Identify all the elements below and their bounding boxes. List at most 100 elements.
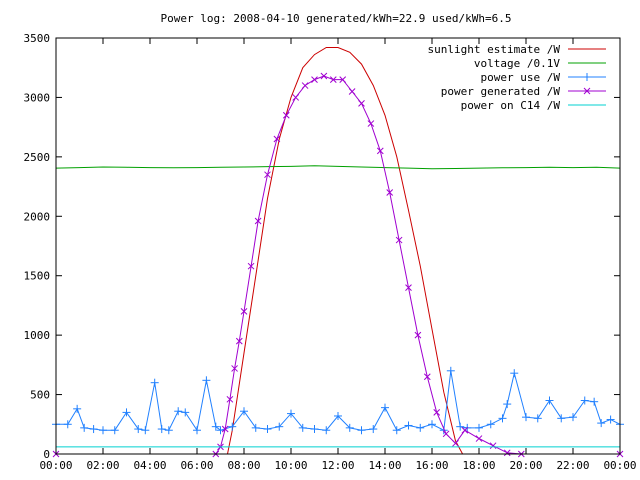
data-point [134, 425, 143, 434]
data-point [63, 420, 72, 429]
data-point [339, 76, 347, 83]
x-tick-label: 02:00 [86, 459, 119, 472]
series-layer [52, 47, 624, 458]
data-point [254, 217, 262, 225]
data-point [264, 171, 271, 179]
data-point [221, 425, 229, 433]
data-point [80, 423, 89, 432]
data-point [157, 425, 166, 434]
data-point [590, 397, 599, 406]
x-tick-label: 14:00 [368, 459, 401, 472]
data-point [557, 414, 566, 423]
legend-marker [583, 87, 591, 95]
y-tick-label: 3000 [24, 91, 51, 104]
data-point [141, 426, 150, 435]
data-point [376, 147, 384, 155]
y-tick-label: 2000 [24, 210, 51, 223]
data-point [235, 337, 243, 345]
data-point [486, 420, 495, 429]
data-point [503, 400, 512, 409]
data-point [240, 407, 248, 416]
data-point [211, 422, 220, 431]
data-point [428, 420, 436, 429]
x-tick-label: 00:00 [39, 459, 72, 472]
data-point [569, 413, 577, 422]
legend-label: power on C14 /W [461, 99, 561, 112]
data-point [475, 435, 483, 442]
data-point [310, 425, 319, 434]
chart-title: Power log: 2008-04-10 generated/kWh=22.9… [161, 12, 512, 25]
data-point [263, 425, 272, 434]
data-point [606, 415, 615, 424]
data-point [446, 366, 455, 375]
data-point [226, 395, 234, 403]
data-point [510, 369, 519, 378]
data-point [433, 409, 441, 416]
data-point [164, 426, 173, 435]
data-point [322, 426, 331, 435]
data-point [392, 426, 401, 435]
data-point [442, 430, 450, 438]
data-point [231, 365, 238, 372]
data-point [251, 423, 260, 432]
x-tick-label: 10:00 [274, 459, 307, 472]
x-tick-label: 12:00 [321, 459, 354, 472]
series-line [227, 47, 464, 455]
data-point [228, 422, 237, 431]
data-point [416, 423, 425, 432]
data-point [174, 407, 183, 416]
y-tick-label: 500 [30, 389, 50, 402]
data-point [475, 423, 483, 432]
legend-label: power use /W [481, 71, 561, 84]
data-point [597, 419, 606, 428]
data-point [489, 442, 497, 450]
data-point [423, 373, 431, 381]
legend-label: sunlight estimate /W [428, 43, 561, 56]
axes-layer: 0 500 1000 1500 2000 2500 3000 3500 00:00 02:00 04… [24, 32, 637, 472]
data-point [461, 426, 469, 434]
data-point [287, 409, 295, 418]
x-tick-label: 06:00 [180, 459, 213, 472]
data-point [456, 422, 465, 431]
x-tick-label: 00:00 [603, 459, 636, 472]
data-point [193, 426, 201, 435]
data-point [282, 111, 290, 119]
data-point [533, 414, 542, 423]
y-tick-label: 2500 [24, 151, 51, 164]
data-point [404, 421, 413, 430]
data-point [522, 413, 530, 422]
data-point [503, 449, 511, 457]
data-point [181, 408, 190, 417]
data-point [301, 82, 309, 89]
data-point [358, 100, 365, 107]
x-tick-label: 18:00 [462, 459, 495, 472]
data-point [275, 422, 284, 431]
data-point [150, 378, 159, 387]
data-point [292, 94, 300, 101]
x-tick-label: 20:00 [509, 459, 542, 472]
data-point [298, 423, 307, 432]
data-point [273, 135, 281, 143]
data-point [369, 425, 378, 434]
data-point [216, 426, 225, 435]
data-point [89, 425, 98, 434]
series-2 [52, 366, 624, 435]
x-tick-label: 04:00 [133, 459, 166, 472]
data-point [345, 423, 354, 432]
data-point [311, 76, 318, 83]
data-point [320, 72, 328, 80]
data-point [405, 284, 412, 291]
data-point [386, 189, 394, 196]
data-point [334, 411, 342, 420]
y-tick-label: 3500 [24, 32, 51, 45]
data-point [73, 404, 82, 413]
legend-label: power generated /W [441, 85, 561, 98]
x-tick-label: 22:00 [556, 459, 589, 472]
data-point [247, 262, 255, 270]
data-point [240, 308, 248, 315]
data-point [357, 426, 366, 435]
legend-label: voltage /0.1V [474, 57, 560, 70]
data-point [498, 414, 507, 423]
